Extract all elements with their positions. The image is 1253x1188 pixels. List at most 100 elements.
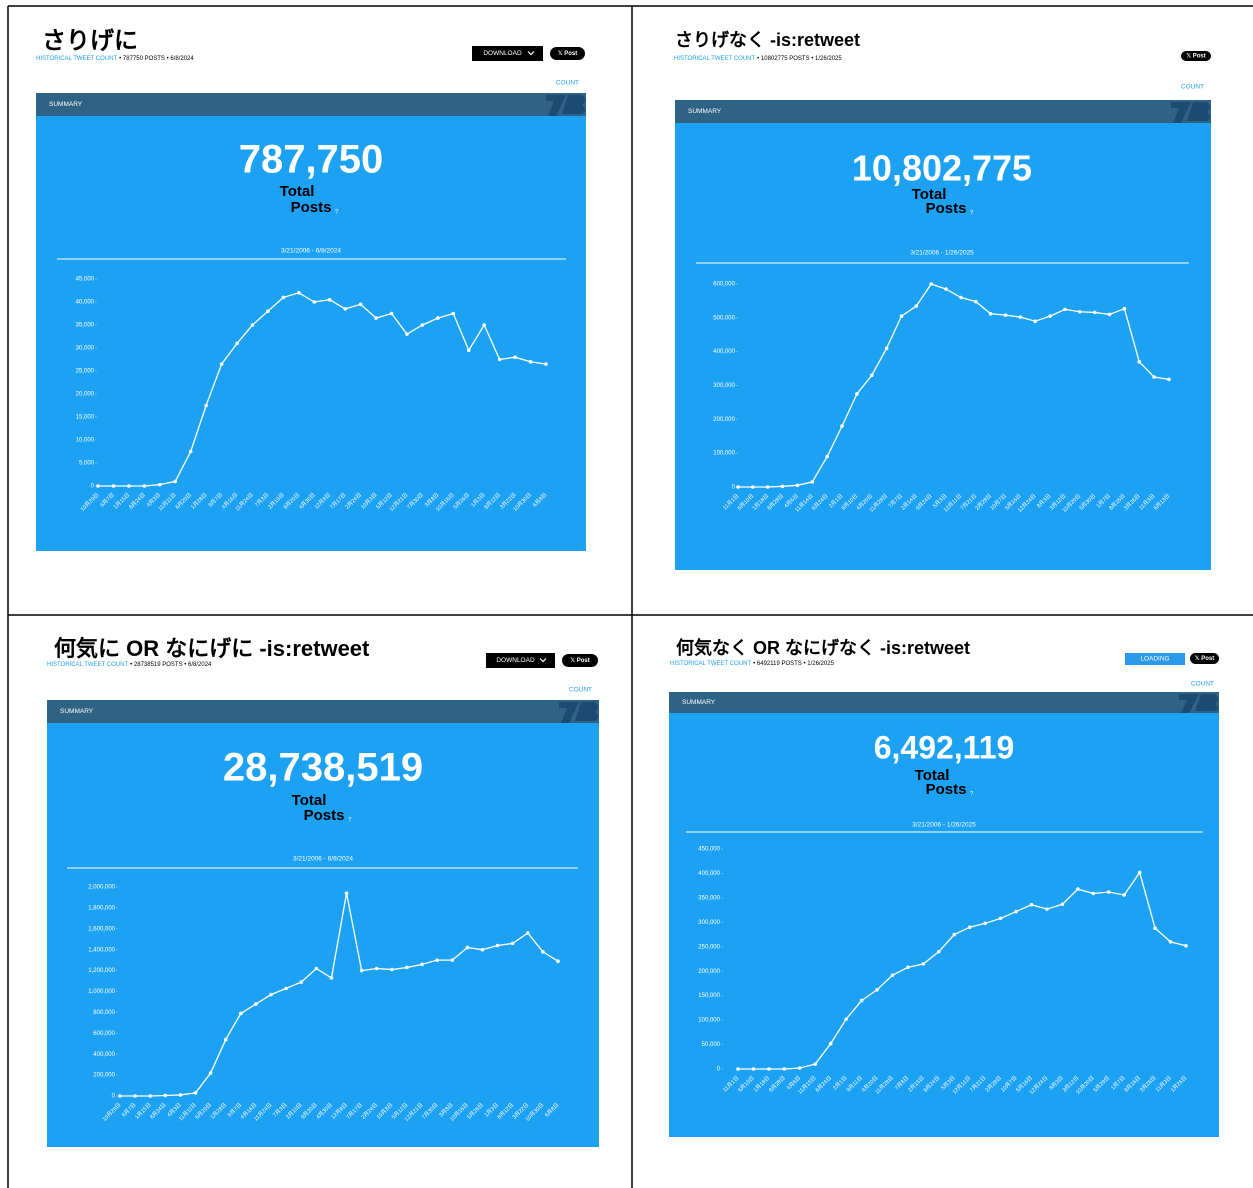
- data-point: [1029, 902, 1034, 907]
- y-tick-label: 300,000: [713, 383, 735, 389]
- posts-label: Posts: [926, 781, 967, 798]
- button-bg[interactable]: [472, 46, 543, 61]
- data-point: [844, 1017, 848, 1021]
- data-point: [855, 392, 859, 396]
- help-icon[interactable]: ?: [970, 792, 974, 798]
- help-icon[interactable]: ?: [348, 818, 352, 824]
- data-point: [163, 1093, 168, 1098]
- data-point: [525, 931, 530, 935]
- data-point: [208, 1071, 213, 1075]
- total-number: 787,750: [239, 138, 384, 182]
- y-tick-label: 200,000: [93, 1073, 115, 1079]
- y-tick-label: 0: [112, 1094, 116, 1100]
- data-point: [358, 302, 363, 307]
- y-tick-label: 800,000: [93, 1010, 115, 1016]
- data-point: [1014, 909, 1018, 914]
- data-point: [875, 988, 879, 992]
- post-label[interactable]: 𝕏 Post: [570, 658, 590, 664]
- count-link[interactable]: COUNT: [556, 80, 579, 87]
- data-point: [219, 362, 224, 366]
- data-point: [1107, 312, 1112, 317]
- summary-label: SUMMARY: [682, 699, 716, 706]
- count-link[interactable]: COUNT: [1191, 681, 1214, 688]
- subtitle-info: • 28738519 POSTS • 6/8/2024: [130, 662, 212, 668]
- history-link[interactable]: HISTORICAL TWEET COUNT: [674, 56, 755, 62]
- post-button[interactable]: [550, 47, 585, 60]
- button-label[interactable]: DOWNLOAD: [496, 657, 535, 664]
- history-link[interactable]: HISTORICAL TWEET COUNT: [47, 662, 128, 668]
- y-tick-label: 10,000: [76, 438, 95, 444]
- subtitle: HISTORICAL TWEET COUNT • 787750 POSTS • 6…: [36, 56, 194, 62]
- total-label: Total: [912, 186, 947, 203]
- panel: さりげに HISTORICAL TWEET COUNT • 787750 POSTS…: [36, 27, 586, 551]
- data-point: [327, 297, 332, 302]
- post-button[interactable]: [562, 654, 598, 667]
- data-point: [96, 484, 100, 488]
- data-point: [299, 980, 304, 984]
- subtitle: HISTORICAL TWEET COUNT • 6492119 POSTS • …: [670, 661, 835, 667]
- post-button[interactable]: [1190, 653, 1219, 664]
- subtitle-info: • 10802775 POSTS • 1/26/2025: [757, 56, 842, 62]
- data-point: [1003, 313, 1008, 317]
- data-point: [1092, 310, 1097, 315]
- data-point: [1048, 314, 1052, 318]
- button-bg[interactable]: [1125, 653, 1185, 665]
- data-point: [374, 316, 378, 320]
- data-point: [173, 479, 178, 484]
- panel-title: 何気なく OR なにげなく -is:retweet: [676, 637, 970, 658]
- data-point: [374, 966, 379, 971]
- button-label[interactable]: LOADING: [1140, 656, 1169, 663]
- y-tick-label: 50,000: [702, 1042, 721, 1048]
- data-point: [751, 1067, 756, 1071]
- data-point: [284, 986, 288, 991]
- button-bg[interactable]: [486, 653, 555, 668]
- data-point: [797, 1066, 802, 1070]
- data-point: [751, 485, 755, 489]
- data-point: [1137, 360, 1142, 364]
- data-point: [281, 295, 286, 300]
- summary-label: SUMMARY: [60, 708, 94, 715]
- y-tick-label: 200,000: [713, 417, 735, 423]
- data-point: [1122, 893, 1127, 897]
- history-link[interactable]: HISTORICAL TWEET COUNT: [36, 56, 117, 62]
- subtitle: HISTORICAL TWEET COUNT • 28738519 POSTS •…: [47, 662, 212, 668]
- y-tick-label: 600,000: [93, 1031, 115, 1037]
- data-point: [312, 300, 317, 304]
- y-tick-label: 500,000: [713, 315, 735, 321]
- panel-title: さりげに: [42, 27, 138, 54]
- data-point: [235, 341, 239, 346]
- data-point: [813, 1062, 818, 1066]
- data-point: [497, 357, 502, 362]
- y-tick-label: 1,800,000: [88, 905, 115, 911]
- count-link[interactable]: COUNT: [1181, 84, 1204, 91]
- data-point: [1078, 309, 1082, 314]
- data-point: [937, 949, 941, 954]
- y-tick-label: 15,000: [76, 415, 95, 421]
- y-tick-label: 150,000: [698, 993, 720, 999]
- data-point: [988, 311, 993, 316]
- data-point: [859, 998, 864, 1003]
- y-tick-label: 400,000: [93, 1052, 115, 1058]
- data-point: [795, 483, 800, 488]
- post-label[interactable]: 𝕏 Post: [1186, 54, 1206, 60]
- count-link[interactable]: COUNT: [569, 687, 592, 694]
- data-point: [983, 921, 987, 926]
- data-point: [1122, 306, 1127, 311]
- post-button[interactable]: [1181, 51, 1211, 61]
- help-icon[interactable]: ?: [970, 211, 974, 217]
- post-label[interactable]: 𝕏 Post: [558, 51, 578, 57]
- panel: さりげなく -is:retweet HISTORICAL TWEET COUNT •…: [674, 30, 1211, 570]
- button-label[interactable]: DOWNLOAD: [483, 50, 522, 57]
- post-label[interactable]: 𝕏 Post: [1195, 656, 1215, 662]
- history-link[interactable]: HISTORICAL TWEET COUNT: [670, 661, 751, 667]
- data-point: [465, 945, 470, 950]
- data-point: [157, 482, 162, 487]
- help-icon[interactable]: ?: [335, 210, 339, 216]
- y-tick-label: 2,000,000: [88, 885, 115, 891]
- subtitle-info: • 787750 POSTS • 6/8/2024: [119, 56, 194, 62]
- data-point: [480, 947, 485, 952]
- data-point: [544, 362, 548, 366]
- data-point: [884, 346, 889, 351]
